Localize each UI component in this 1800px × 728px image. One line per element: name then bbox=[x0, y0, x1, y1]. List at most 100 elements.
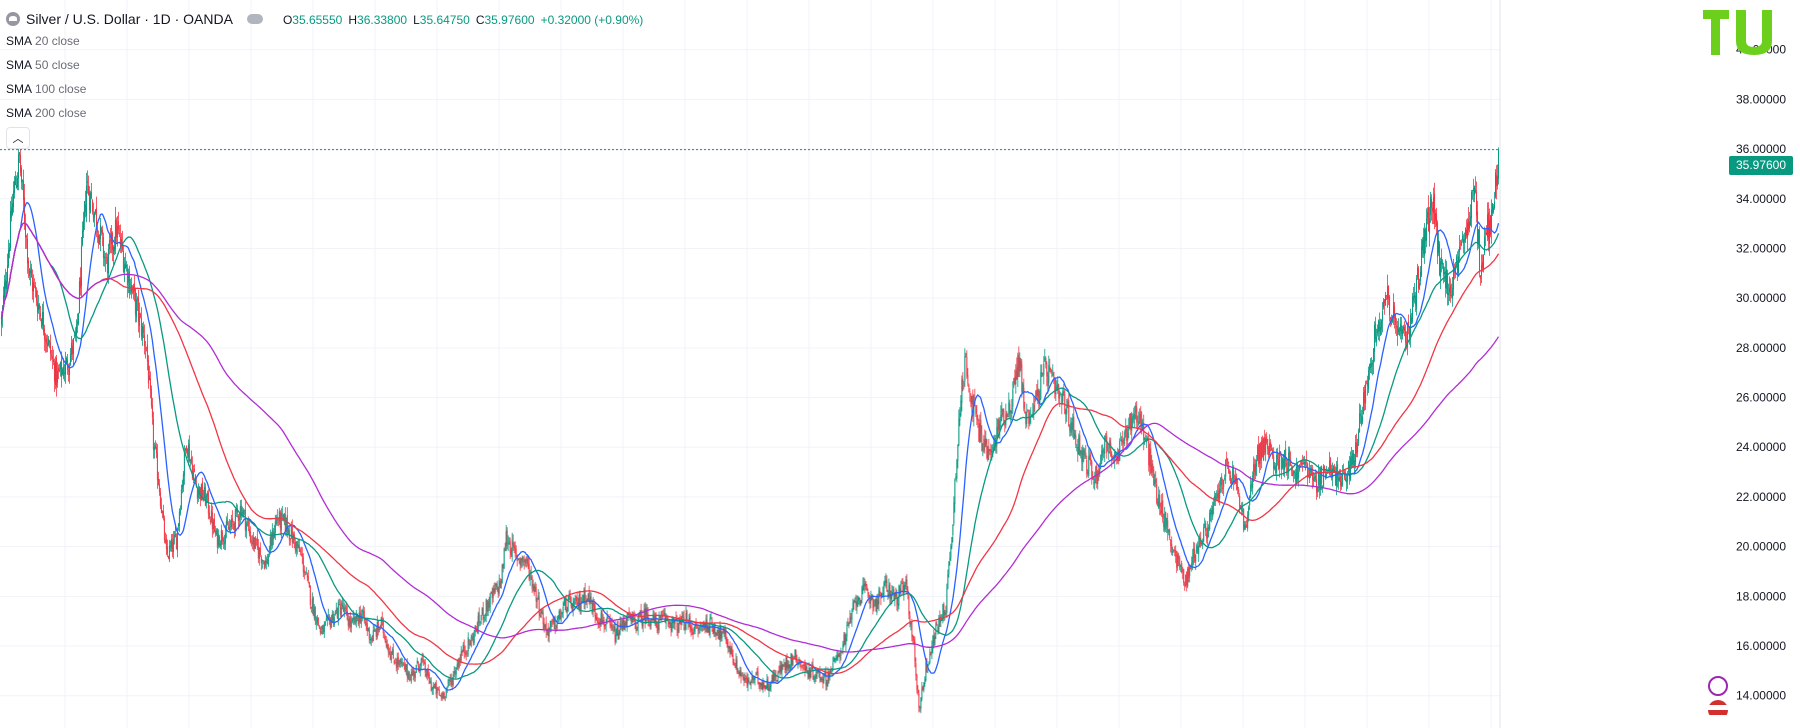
lightning-icon[interactable] bbox=[1708, 676, 1728, 696]
candle-body bbox=[1408, 321, 1410, 327]
candle-body bbox=[1268, 448, 1270, 455]
candle-body bbox=[183, 450, 185, 476]
candle-body bbox=[323, 624, 325, 632]
candle-body bbox=[1402, 329, 1404, 336]
candle-body bbox=[613, 627, 615, 629]
indicator-row[interactable]: SMA 20 close bbox=[6, 29, 643, 53]
candle-body bbox=[952, 524, 954, 536]
candle-body bbox=[1252, 476, 1254, 489]
candle-body bbox=[1394, 306, 1396, 319]
candle-body bbox=[831, 670, 833, 671]
indicator-row[interactable]: SMA 200 close bbox=[6, 101, 643, 125]
candle-body bbox=[740, 670, 742, 678]
candle-body bbox=[1051, 371, 1053, 373]
candle-body bbox=[719, 624, 721, 641]
candle-body bbox=[286, 515, 288, 532]
candle-body bbox=[107, 248, 109, 274]
candle-body bbox=[16, 178, 18, 187]
candle-body bbox=[827, 670, 829, 684]
visibility-eye-icon[interactable] bbox=[246, 14, 263, 24]
candle-body bbox=[1446, 268, 1448, 289]
candle-body bbox=[222, 538, 224, 542]
candle-body bbox=[472, 637, 474, 643]
candle-body bbox=[378, 627, 380, 632]
candle-body bbox=[810, 670, 812, 678]
collapse-legend-button[interactable]: ︿ bbox=[6, 127, 30, 149]
candle-body bbox=[1292, 472, 1294, 476]
candle-body bbox=[1261, 440, 1263, 460]
candle-body bbox=[318, 625, 320, 628]
candle-body bbox=[579, 593, 581, 609]
candle-body bbox=[1004, 420, 1006, 425]
symbol-title[interactable]: Silver / U.S. Dollar · 1D · OANDA bbox=[26, 11, 233, 27]
candle-body bbox=[966, 356, 968, 377]
candle-body bbox=[1467, 222, 1469, 238]
candle-body bbox=[502, 564, 504, 569]
candle-body bbox=[1133, 413, 1135, 417]
candle-body bbox=[860, 600, 862, 604]
candle-body bbox=[1138, 421, 1140, 426]
candle-body bbox=[765, 686, 767, 689]
candle-body bbox=[331, 614, 333, 621]
candle-body bbox=[178, 511, 180, 526]
indicator-row[interactable]: SMA 50 close bbox=[6, 53, 643, 77]
candle-body bbox=[554, 616, 556, 631]
candle-body bbox=[1158, 494, 1160, 509]
candle-body bbox=[330, 619, 332, 628]
candle-body bbox=[953, 502, 955, 524]
candle-body bbox=[1466, 229, 1468, 237]
candle-body bbox=[391, 650, 393, 655]
candle-body bbox=[808, 668, 810, 677]
candle-body bbox=[961, 379, 963, 404]
candle-body bbox=[1288, 452, 1290, 473]
symbol-logo-icon[interactable] bbox=[6, 12, 20, 26]
candle-body bbox=[549, 625, 551, 631]
candle-body bbox=[1166, 518, 1168, 527]
candle-body bbox=[259, 547, 261, 555]
candle-body bbox=[1019, 357, 1021, 373]
candle-body bbox=[248, 528, 250, 534]
candle-body bbox=[1101, 450, 1103, 457]
candle-body bbox=[141, 326, 143, 339]
candle-body bbox=[1477, 211, 1479, 245]
candle-body bbox=[1381, 320, 1383, 329]
candle-body bbox=[717, 630, 719, 634]
candle-body bbox=[869, 597, 871, 604]
candle-body bbox=[906, 579, 908, 591]
indicator-name: SMA bbox=[6, 34, 33, 48]
candle-body bbox=[519, 560, 521, 564]
candle-body bbox=[471, 635, 473, 638]
candle-body bbox=[1430, 197, 1432, 216]
indicator-row[interactable]: SMA 100 close bbox=[6, 77, 643, 101]
candle-body bbox=[215, 530, 217, 535]
candle-body bbox=[525, 557, 527, 564]
candle-body bbox=[782, 664, 784, 667]
candle-body bbox=[1246, 524, 1248, 527]
candle-body bbox=[1359, 413, 1361, 432]
candle-body bbox=[741, 675, 743, 677]
candle-body bbox=[482, 607, 484, 621]
candle-body bbox=[885, 579, 887, 583]
candle-body bbox=[804, 664, 806, 672]
candle-body bbox=[918, 693, 920, 708]
candle-body bbox=[1248, 507, 1250, 516]
candle-body bbox=[819, 668, 821, 681]
candle-body bbox=[148, 375, 150, 381]
candle-body bbox=[1488, 212, 1490, 240]
candle-body bbox=[1310, 468, 1312, 472]
candle-body bbox=[86, 181, 88, 183]
us-flag-icon[interactable] bbox=[1708, 700, 1728, 720]
candle-body bbox=[1122, 439, 1124, 444]
candle-body bbox=[942, 604, 944, 619]
candle-body bbox=[680, 621, 682, 625]
candle-body bbox=[407, 673, 409, 679]
candle-body bbox=[404, 664, 406, 673]
candle-body bbox=[310, 606, 312, 608]
candle-body bbox=[1480, 275, 1482, 279]
candle-body bbox=[893, 589, 895, 600]
candle-body bbox=[1473, 188, 1475, 192]
candle-body bbox=[1221, 476, 1223, 485]
candle-body bbox=[1097, 470, 1099, 485]
candle-body bbox=[551, 619, 553, 622]
